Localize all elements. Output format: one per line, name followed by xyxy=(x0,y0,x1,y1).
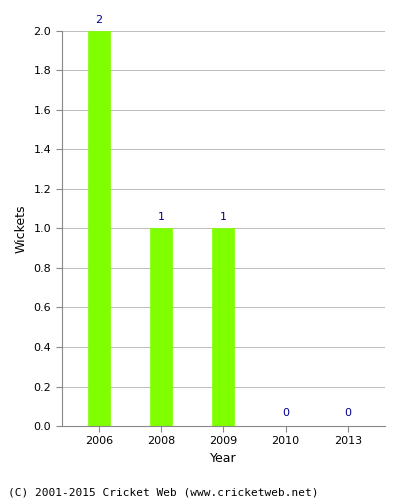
X-axis label: Year: Year xyxy=(210,452,237,465)
Bar xyxy=(212,228,234,426)
Text: (C) 2001-2015 Cricket Web (www.cricketweb.net): (C) 2001-2015 Cricket Web (www.cricketwe… xyxy=(8,488,318,498)
Text: 1: 1 xyxy=(158,212,165,222)
Bar xyxy=(150,228,172,426)
Text: 2: 2 xyxy=(96,15,102,25)
Bar xyxy=(88,31,110,426)
Text: 0: 0 xyxy=(282,408,289,418)
Text: 0: 0 xyxy=(344,408,351,418)
Y-axis label: Wickets: Wickets xyxy=(15,204,28,252)
Text: 1: 1 xyxy=(220,212,227,222)
